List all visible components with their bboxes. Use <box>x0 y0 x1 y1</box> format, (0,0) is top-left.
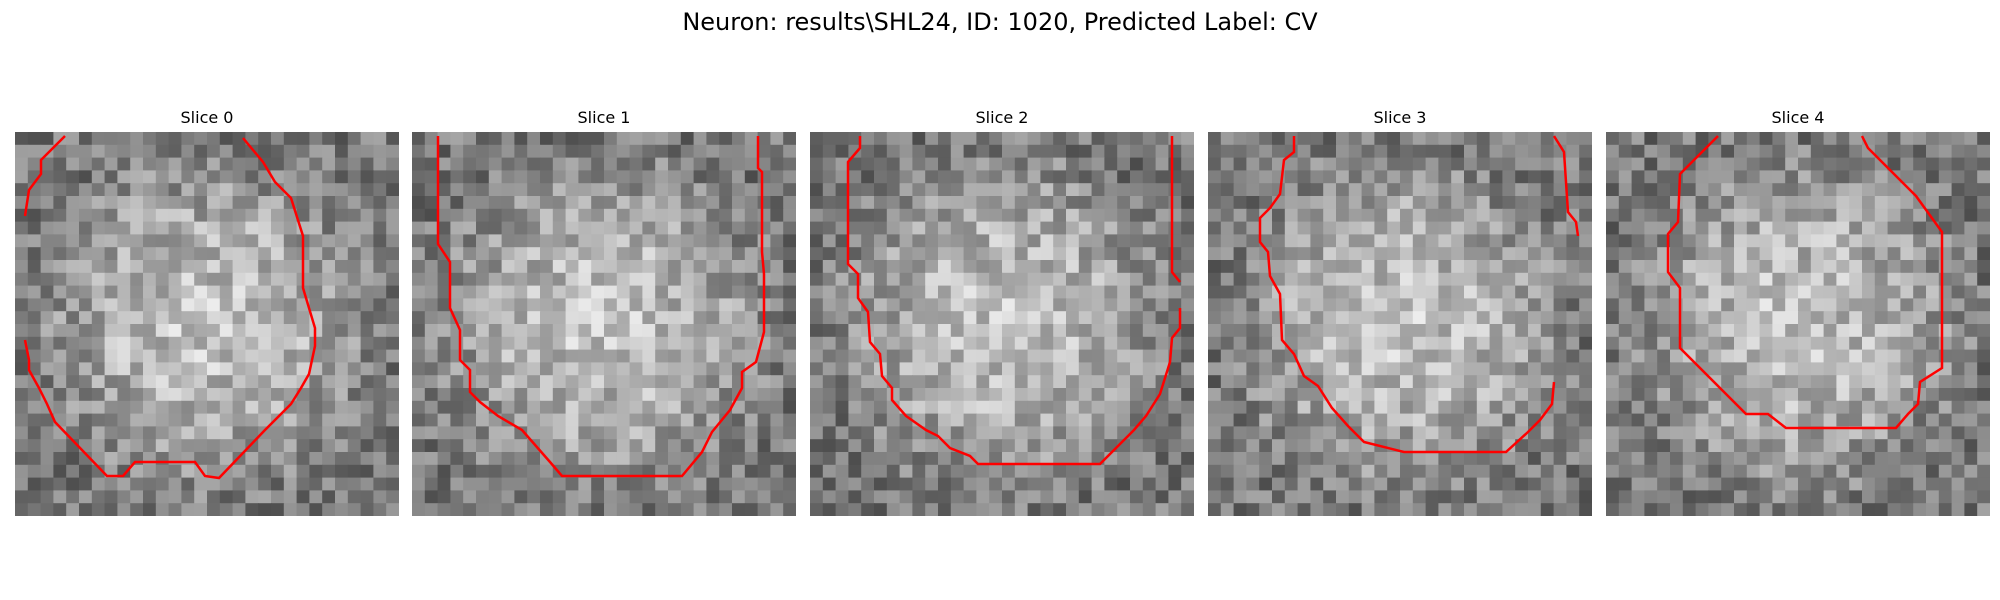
slice-panel-1: Slice 1 <box>412 108 796 516</box>
slice-panel-3: Slice 3 <box>1208 108 1592 516</box>
slice-image <box>15 132 399 516</box>
slice-image <box>1208 132 1592 516</box>
grayscale-texture <box>15 132 399 516</box>
slice-title: Slice 1 <box>577 108 631 127</box>
slice-panel-4: Slice 4 <box>1606 108 1990 516</box>
cell-contour <box>23 135 317 480</box>
slice-panel-2: Slice 2 <box>810 108 1194 516</box>
figure-title: Neuron: results\SHL24, ID: 1020, Predict… <box>682 8 1318 36</box>
cell-contour <box>436 136 766 478</box>
slice-title: Slice 4 <box>1771 108 1825 127</box>
slice-title: Slice 0 <box>180 108 234 127</box>
cell-contour <box>1666 135 1944 430</box>
slice-title: Slice 3 <box>1373 108 1427 127</box>
slice-panel-0: Slice 0 <box>15 108 399 516</box>
grayscale-texture <box>1208 132 1592 516</box>
slice-image <box>412 132 796 516</box>
grayscale-texture <box>1606 132 1990 516</box>
slice-image <box>810 132 1194 516</box>
grayscale-texture <box>412 132 796 516</box>
cell-contour <box>1258 135 1580 454</box>
slice-image <box>1606 132 1990 516</box>
cell-contour <box>846 136 1182 466</box>
slice-title: Slice 2 <box>975 108 1029 127</box>
